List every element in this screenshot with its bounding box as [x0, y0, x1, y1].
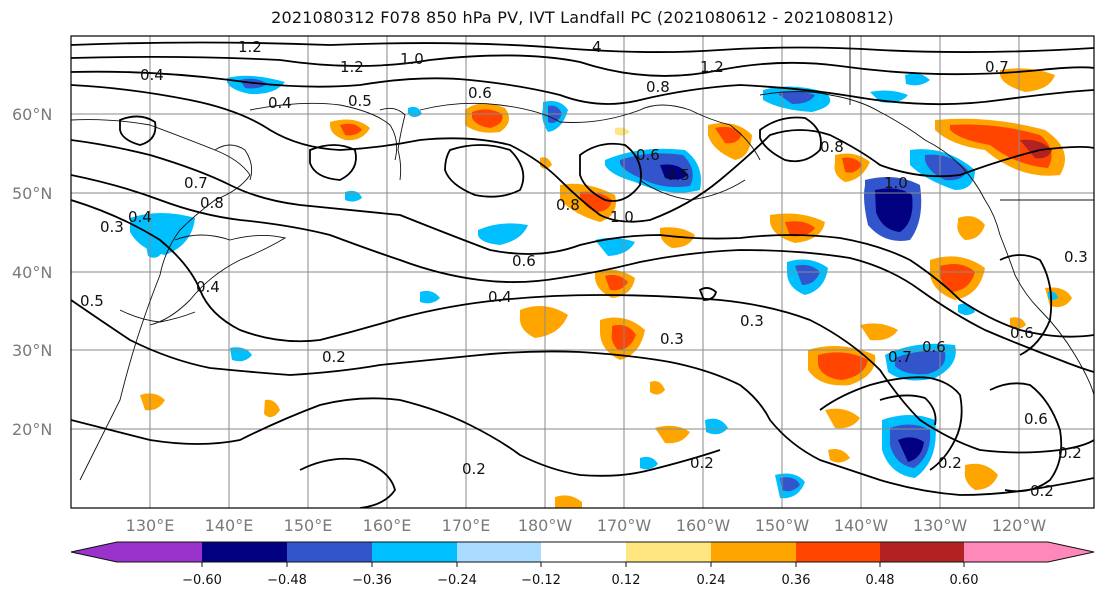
contour-label: 0.2	[322, 348, 346, 366]
colorbar-tick-label: −0.24	[437, 573, 477, 588]
colorbar-tick-label: −0.36	[352, 573, 392, 588]
contour-label: 0.2	[938, 454, 962, 472]
contour-label: 0.6	[1010, 324, 1034, 342]
contour-label: 0.2	[1058, 444, 1082, 462]
contour-label: 0.2	[690, 454, 714, 472]
colorbar-tick-label: 0.36	[782, 573, 811, 588]
colorbar-segment	[796, 542, 880, 562]
contour-label: 0.2	[1030, 482, 1054, 500]
contour-label: 0.5	[80, 292, 104, 310]
contour-lines	[71, 41, 1094, 508]
contour-label: 0.8	[646, 78, 670, 96]
contour-label: 0.3	[660, 330, 684, 348]
colorbar-segment	[880, 542, 964, 562]
colorbar-segment	[202, 542, 287, 562]
contour-label: 0.5	[666, 166, 690, 184]
colorbar-tick-label: 0.48	[866, 573, 895, 588]
colorbar-tick-label: −0.48	[267, 573, 307, 588]
colorbar: −0.60 −0.48 −0.36 −0.24 −0.12 0.12 0.24 …	[70, 541, 1095, 588]
contour-label: 0.6	[636, 146, 660, 164]
colorbar-segment	[372, 542, 457, 562]
contour-label: 0.7	[985, 58, 1009, 76]
lon-label: 120°W	[992, 516, 1047, 535]
lat-label: 20°N	[12, 420, 52, 439]
contour-label: 1.0	[400, 50, 424, 68]
lon-label: 140°E	[205, 516, 254, 535]
contour-label: 0.6	[468, 84, 492, 102]
map-frame	[70, 35, 1095, 509]
lon-label: 160°E	[363, 516, 412, 535]
colorbar-segment	[711, 542, 796, 562]
graticule	[71, 36, 1094, 508]
colorbar-tick-label: −0.60	[182, 573, 222, 588]
colorbar-segment	[457, 542, 541, 562]
contour-label: 4	[592, 38, 602, 56]
map-title: 2021080312 F078 850 hPa PV, IVT Landfall…	[271, 8, 894, 27]
contour-label: 0.4	[268, 94, 292, 112]
lon-label: 150°E	[284, 516, 333, 535]
contour-label: 0.8	[820, 138, 844, 156]
colorbar-tick-label: 0.60	[950, 573, 979, 588]
contour-label: 0.8	[556, 196, 580, 214]
lon-label: 140°W	[834, 516, 889, 535]
contour-label: 0.4	[128, 208, 152, 226]
lon-label: 180°W	[518, 516, 573, 535]
lon-label: 170°W	[597, 516, 652, 535]
contour-label: 1.0	[610, 208, 634, 226]
contour-label: 0.2	[462, 460, 486, 478]
colorbar-arrow-left	[71, 542, 117, 562]
latitude-labels: 60°N 50°N 40°N 30°N 20°N	[12, 105, 52, 439]
lat-label: 50°N	[12, 184, 52, 203]
lat-label: 40°N	[12, 263, 52, 282]
lon-label: 160°W	[676, 516, 731, 535]
colorbar-segment	[626, 542, 711, 562]
lon-label: 170°E	[442, 516, 491, 535]
lon-label: 130°W	[913, 516, 968, 535]
contour-label: 0.4	[488, 288, 512, 306]
contour-label: 0.6	[1024, 410, 1048, 428]
colorbar-segment	[541, 542, 626, 562]
contour-label: 1.2	[700, 58, 724, 76]
colorbar-segment	[117, 542, 202, 562]
contour-label: 0.4	[196, 278, 220, 296]
contour-label: 1.2	[340, 58, 364, 76]
contour-label: 1.2	[238, 38, 262, 56]
colorbar-tick-label: 0.24	[697, 573, 726, 588]
contour-label: 0.5	[348, 92, 372, 110]
colorbar-segment	[287, 542, 372, 562]
contour-label: 1.0	[884, 174, 908, 192]
colorbar-segment	[964, 542, 1048, 562]
lat-label: 60°N	[12, 105, 52, 124]
colorbar-tick-label: 0.12	[612, 573, 641, 588]
colorbar-arrow-right	[1048, 542, 1094, 562]
contour-label: 0.6	[922, 338, 946, 356]
contour-label: 0.7	[888, 348, 912, 366]
colorbar-outline	[70, 541, 1095, 563]
contour-label: 0.7	[184, 174, 208, 192]
lat-label: 30°N	[12, 341, 52, 360]
lon-label: 150°W	[755, 516, 810, 535]
lon-label: 130°E	[126, 516, 175, 535]
contour-labels: 1.2 4 1.2 1.0 1.2 0.7 0.4 0.4 0.5 0.6 0.…	[80, 38, 1088, 500]
colorbar-tick-label: −0.12	[521, 573, 561, 588]
contour-label: 0.4	[140, 66, 164, 84]
longitude-labels: 130°E 140°E 150°E 160°E 170°E 180°W 170°…	[126, 516, 1047, 535]
contour-label: 0.3	[740, 312, 764, 330]
contour-label: 0.3	[100, 218, 124, 236]
contour-label: 0.8	[200, 194, 224, 212]
contour-label: 0.3	[1064, 248, 1088, 266]
pv-shading	[130, 68, 1072, 508]
contour-label: 0.6	[512, 252, 536, 270]
